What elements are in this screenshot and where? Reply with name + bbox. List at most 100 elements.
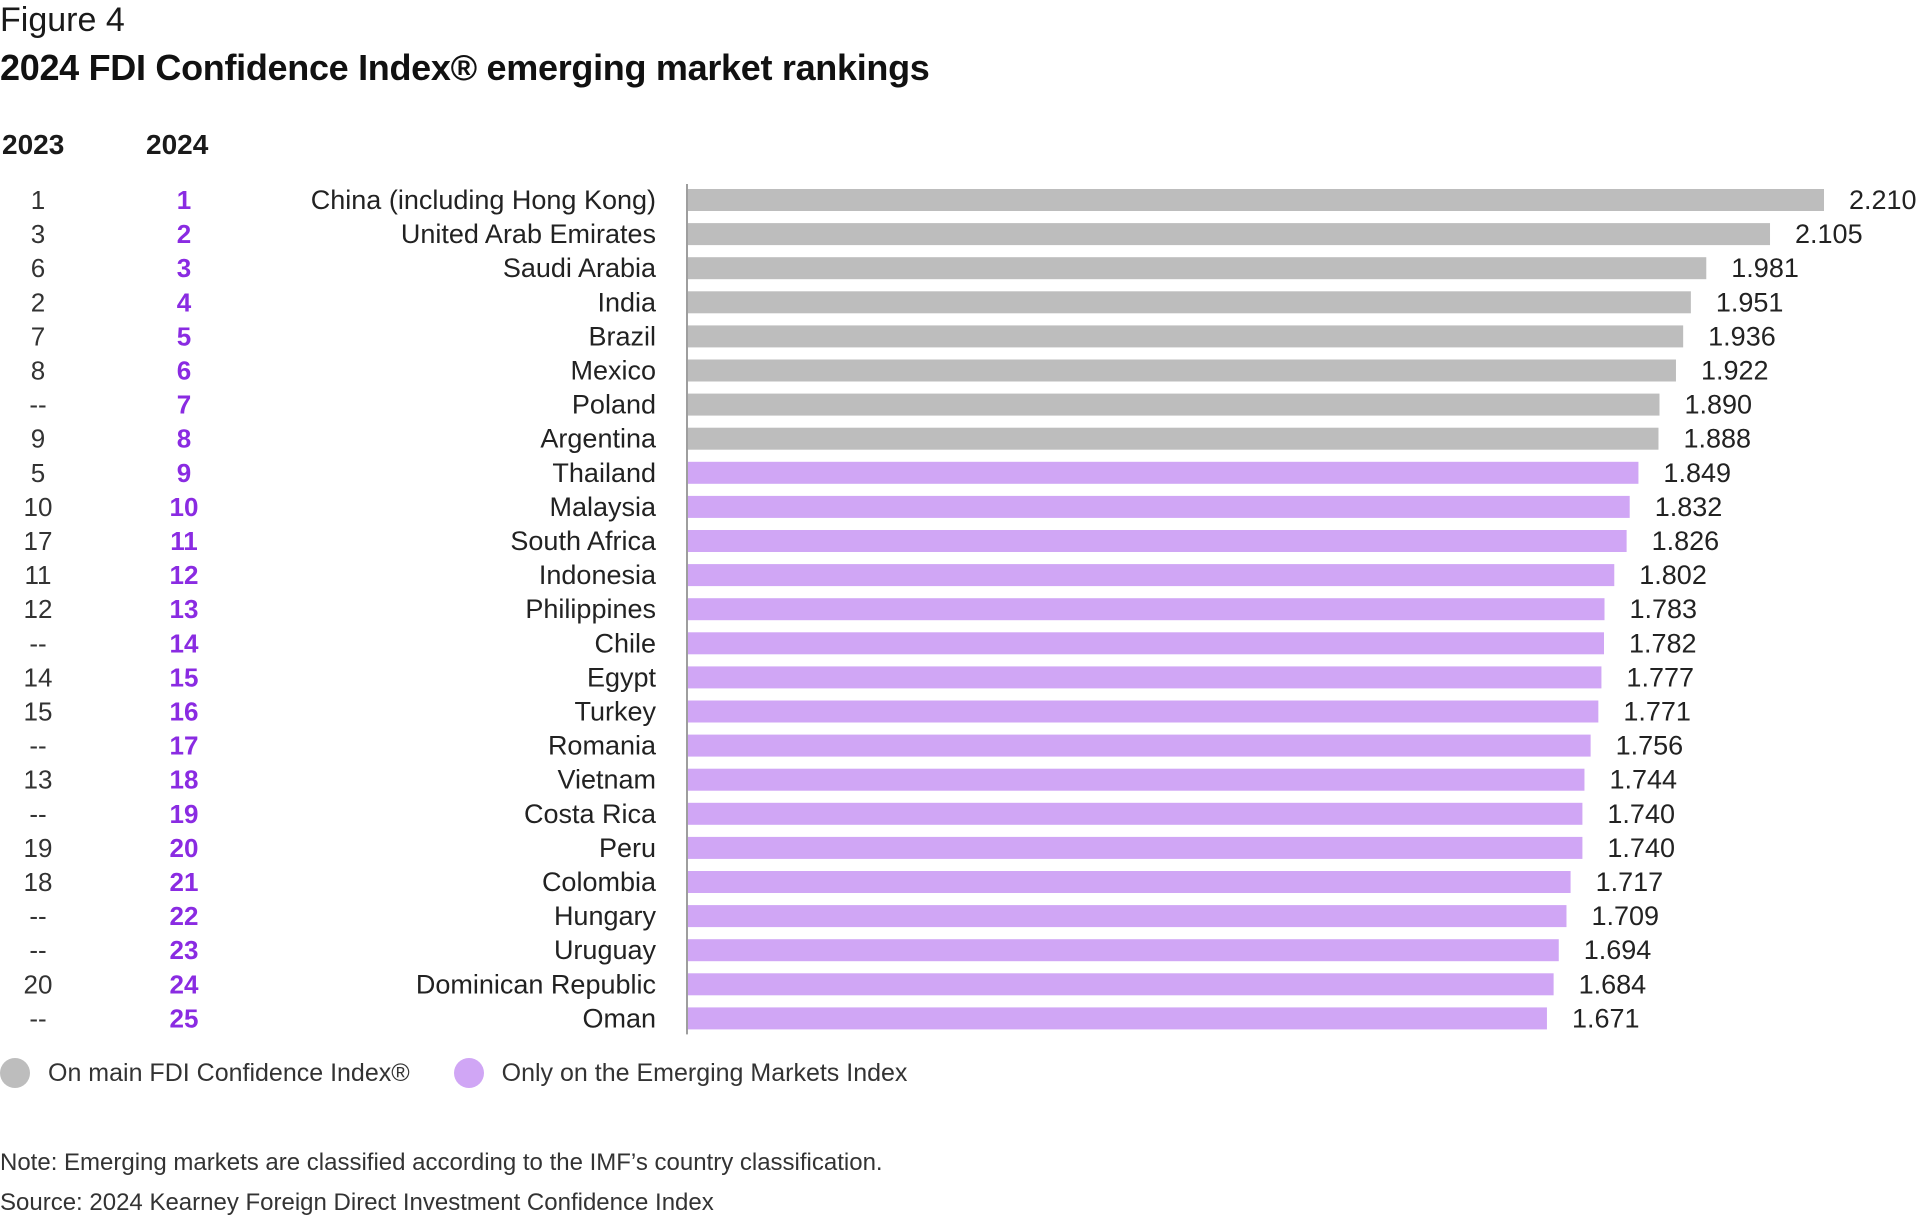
value-label: 2.210	[1849, 185, 1917, 215]
value-label: 1.951	[1716, 287, 1784, 317]
country-label: Vietnam	[557, 765, 656, 795]
country-label: South Africa	[510, 526, 657, 556]
source-text: Source: 2024 Kearney Foreign Direct Inve…	[0, 1189, 714, 1216]
value-label: 1.740	[1607, 833, 1675, 863]
bar-emerging	[688, 768, 1585, 791]
column-header-2024: 2024	[146, 129, 209, 160]
rank-2023-label: --	[29, 799, 46, 829]
rank-2023-label: --	[29, 1003, 46, 1033]
rank-2023-label: 10	[24, 492, 53, 522]
figure-label: Figure 4	[0, 1, 125, 39]
rank-2024-label: 10	[170, 492, 199, 522]
value-label: 1.777	[1626, 662, 1694, 692]
value-label: 1.782	[1629, 628, 1697, 658]
country-label: Philippines	[525, 594, 656, 624]
bar-main	[688, 325, 1684, 348]
rank-2023-label: 18	[24, 867, 53, 897]
rank-2024-label: 11	[170, 526, 198, 556]
note-text: Note: Emerging markets are classified ac…	[0, 1149, 883, 1176]
legend-item-emerging: Only on the Emerging Markets Index	[453, 1058, 907, 1088]
rank-2024-label: 3	[177, 253, 191, 283]
country-label: Mexico	[570, 356, 656, 386]
country-label: Turkey	[574, 697, 656, 727]
bar-emerging	[688, 564, 1615, 587]
value-label: 1.802	[1639, 560, 1707, 590]
rank-2023-label: 13	[24, 765, 53, 795]
bar-emerging	[688, 871, 1571, 893]
bar-main	[688, 359, 1676, 382]
bar-emerging	[688, 973, 1554, 996]
rank-2024-label: 21	[170, 867, 199, 897]
bar-emerging	[688, 700, 1599, 723]
bar-main	[688, 427, 1659, 450]
rank-2023-label: 17	[24, 526, 53, 556]
rank-2024-label: 15	[170, 662, 199, 692]
bar-emerging	[688, 632, 1604, 655]
country-label: Saudi Arabia	[503, 253, 657, 283]
rank-2023-label: 8	[31, 356, 45, 386]
rank-2024-label: 17	[170, 731, 199, 761]
bar-emerging	[688, 461, 1639, 484]
rank-2023-label: 14	[24, 662, 53, 692]
chart-title: 2024 FDI Confidence Index® emerging mark…	[0, 47, 930, 88]
rank-2024-label: 13	[170, 594, 199, 624]
value-label: 1.744	[1609, 765, 1677, 795]
country-label: Indonesia	[539, 560, 657, 590]
bar-main	[688, 257, 1707, 280]
value-label: 2.105	[1795, 219, 1863, 249]
bar-emerging	[688, 836, 1583, 859]
value-label: 1.826	[1652, 526, 1720, 556]
value-label: 1.671	[1572, 1003, 1640, 1033]
country-label: Oman	[582, 1003, 656, 1033]
bar-emerging	[688, 666, 1602, 689]
rank-2023-label: 2	[31, 287, 45, 317]
legend: On main FDI Confidence Index® Only on th…	[0, 1058, 951, 1088]
value-label: 1.694	[1584, 935, 1652, 965]
rank-2024-label: 24	[170, 969, 199, 999]
value-label: 1.888	[1683, 424, 1751, 454]
bar-emerging	[688, 530, 1627, 552]
bar-emerging	[688, 495, 1630, 518]
rank-2024-label: 6	[177, 356, 191, 386]
value-label: 1.684	[1579, 969, 1647, 999]
rank-2023-label: 6	[31, 253, 45, 283]
country-label: Costa Rica	[524, 799, 657, 829]
rank-2023-label: 11	[25, 560, 52, 590]
value-label: 1.771	[1623, 697, 1691, 727]
value-label: 1.981	[1731, 253, 1799, 283]
rank-2024-label: 14	[170, 628, 199, 658]
bar-emerging	[688, 1007, 1547, 1030]
rank-2024-label: 18	[170, 765, 199, 795]
value-label: 1.783	[1630, 594, 1698, 624]
rank-2024-label: 20	[170, 833, 199, 863]
rank-2024-label: 4	[177, 287, 192, 317]
bar-emerging	[688, 939, 1559, 962]
rank-2024-label: 19	[170, 799, 199, 829]
rank-2024-label: 12	[170, 560, 199, 590]
value-label: 1.709	[1591, 901, 1659, 931]
legend-swatch-emerging	[453, 1058, 484, 1088]
bar-main	[688, 291, 1691, 314]
country-label: Romania	[548, 731, 657, 761]
bar-emerging	[688, 598, 1605, 621]
country-label: Thailand	[552, 458, 656, 488]
value-label: 1.740	[1607, 799, 1675, 829]
rank-2023-label: --	[29, 731, 46, 761]
bar-main	[688, 223, 1771, 246]
country-label: Argentina	[540, 424, 657, 454]
country-label: Brazil	[588, 321, 656, 351]
rank-2023-label: --	[29, 935, 46, 965]
rank-2023-label: --	[29, 901, 46, 931]
value-label: 1.936	[1708, 321, 1776, 351]
bar-emerging	[688, 802, 1583, 825]
value-label: 1.922	[1701, 356, 1769, 386]
country-label: Chile	[594, 628, 656, 658]
rank-2023-label: 15	[24, 697, 53, 727]
value-label: 1.890	[1685, 390, 1753, 420]
rank-2023-label: 20	[24, 969, 53, 999]
country-label: China (including Hong Kong)	[311, 185, 656, 215]
rank-2023-label: 3	[31, 219, 45, 249]
rank-2024-label: 8	[177, 424, 191, 454]
rank-2024-label: 5	[177, 321, 191, 351]
country-label: Peru	[599, 833, 656, 863]
